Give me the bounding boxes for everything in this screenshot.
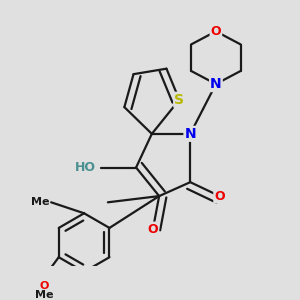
Text: O: O — [211, 25, 221, 38]
Text: Me: Me — [34, 290, 53, 300]
Text: N: N — [184, 127, 196, 141]
Text: O: O — [39, 281, 49, 291]
Text: HO: HO — [75, 161, 96, 174]
Text: Me: Me — [31, 197, 49, 207]
Text: S: S — [174, 93, 184, 107]
Text: O: O — [148, 223, 158, 236]
Text: N: N — [210, 77, 222, 91]
Text: O: O — [214, 190, 225, 202]
